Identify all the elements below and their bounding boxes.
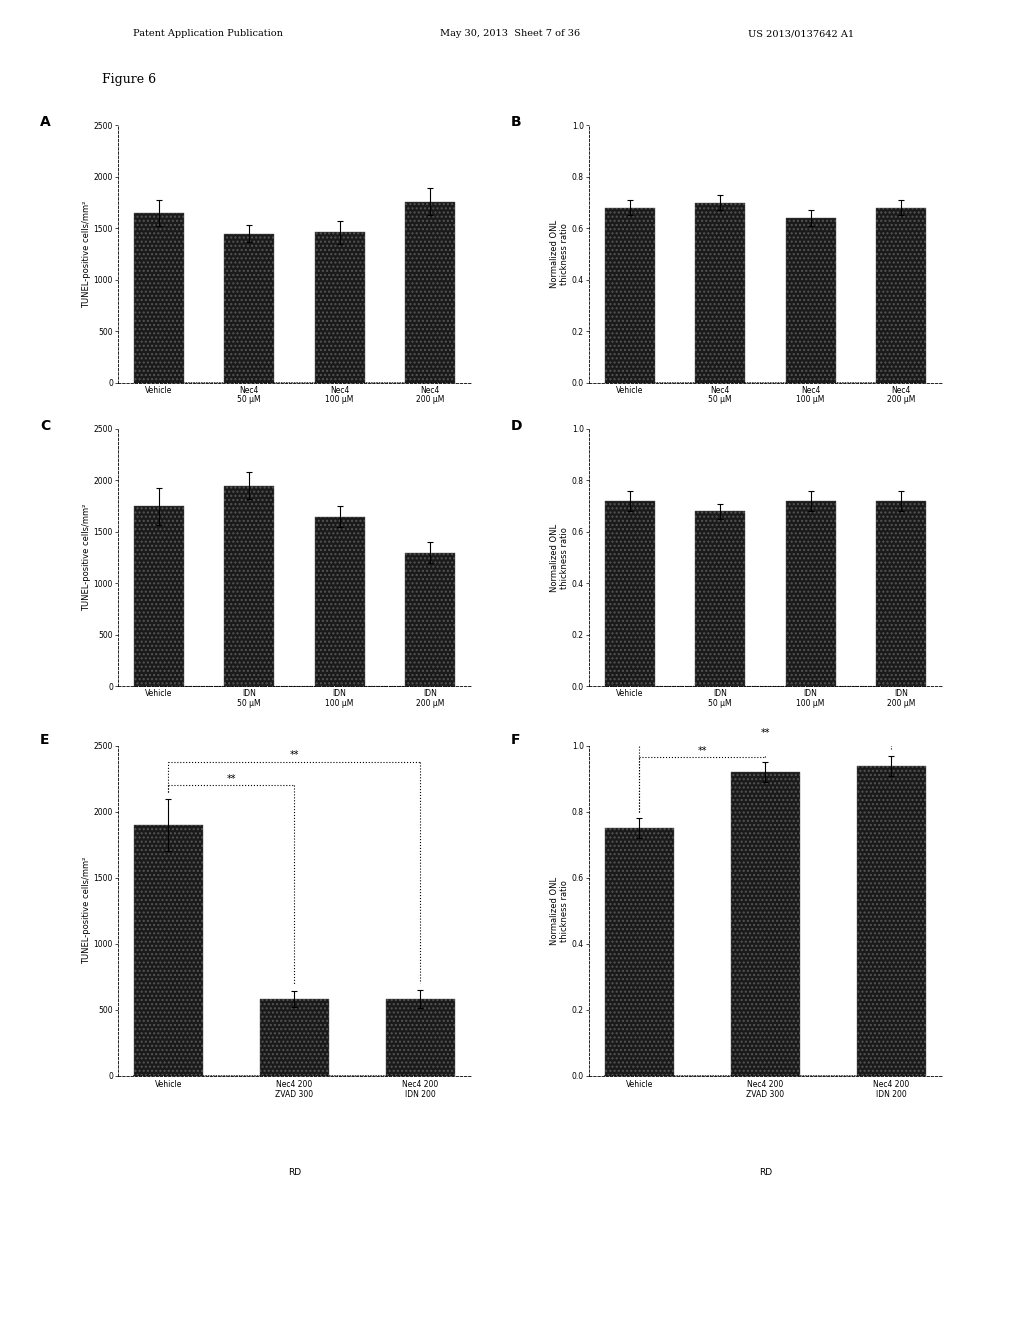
Text: Patent Application Publication: Patent Application Publication	[133, 29, 283, 38]
Bar	[314, 516, 365, 686]
Text: RD: RD	[288, 759, 301, 767]
Text: **: **	[290, 750, 299, 760]
Y-axis label: TUNEL-positive cells/mm²: TUNEL-positive cells/mm²	[82, 857, 91, 965]
Bar	[134, 506, 183, 686]
Text: **: **	[761, 729, 770, 738]
Y-axis label: Normalized ONL
thickness ratio: Normalized ONL thickness ratio	[550, 524, 569, 591]
Y-axis label: TUNEL-positive cells/mm²: TUNEL-positive cells/mm²	[82, 201, 91, 308]
Y-axis label: Normalized ONL
thickness ratio: Normalized ONL thickness ratio	[550, 876, 569, 945]
Bar	[406, 553, 455, 686]
Bar	[605, 207, 654, 383]
Bar	[314, 232, 365, 383]
Text: A: A	[40, 115, 51, 129]
Y-axis label: Normalized ONL
thickness ratio: Normalized ONL thickness ratio	[550, 220, 569, 288]
Bar	[785, 218, 836, 383]
Text: RD: RD	[288, 1168, 301, 1177]
Text: E: E	[40, 733, 49, 747]
Bar	[605, 829, 674, 1076]
Bar	[605, 502, 654, 686]
Text: **: **	[697, 746, 708, 756]
Text: RD: RD	[759, 759, 772, 767]
Text: F: F	[511, 733, 520, 747]
Text: B: B	[511, 115, 521, 129]
Text: RD: RD	[759, 1168, 772, 1177]
Text: Figure 6: Figure 6	[102, 73, 157, 86]
Text: US 2013/0137642 A1: US 2013/0137642 A1	[748, 29, 854, 38]
Bar	[877, 207, 926, 383]
Text: **: **	[226, 774, 237, 784]
Bar	[134, 213, 183, 383]
Bar	[386, 999, 455, 1076]
Bar	[406, 202, 455, 383]
Y-axis label: TUNEL-positive cells/mm²: TUNEL-positive cells/mm²	[82, 504, 91, 611]
Bar	[695, 511, 745, 686]
Bar	[134, 825, 203, 1076]
Text: RD: RD	[759, 455, 772, 463]
Bar	[224, 234, 274, 383]
Bar	[785, 502, 836, 686]
Text: RD: RD	[288, 455, 301, 463]
Bar	[260, 999, 329, 1076]
Bar	[877, 502, 926, 686]
Bar	[857, 766, 926, 1076]
Text: May 30, 2013  Sheet 7 of 36: May 30, 2013 Sheet 7 of 36	[440, 29, 581, 38]
Bar	[695, 202, 745, 383]
Text: C: C	[40, 418, 50, 433]
Bar	[731, 772, 800, 1076]
Bar	[224, 486, 274, 686]
Text: D: D	[511, 418, 522, 433]
